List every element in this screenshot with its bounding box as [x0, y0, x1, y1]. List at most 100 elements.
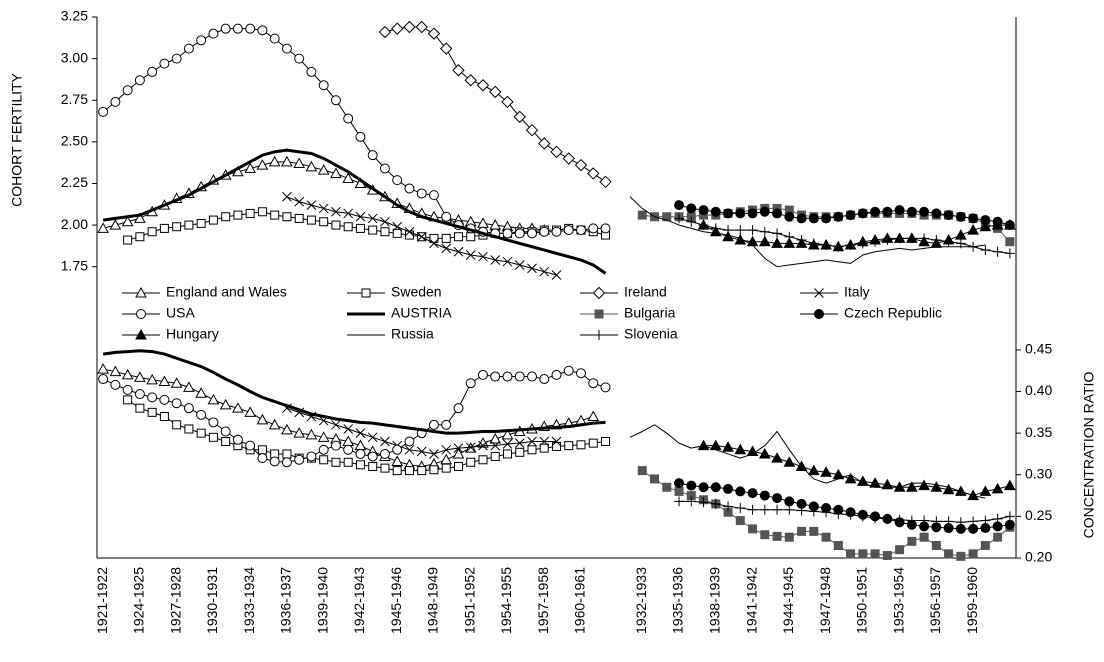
data-point: [331, 457, 341, 467]
data-point: [955, 238, 966, 249]
data-point: [343, 113, 354, 124]
series-line: [127, 399, 606, 472]
data-point: [967, 224, 979, 235]
data-point: [453, 246, 464, 257]
data-point: [390, 22, 404, 35]
data-point: [551, 436, 562, 447]
legend-label: USA: [166, 305, 195, 321]
data-point: [588, 378, 599, 389]
data-point: [525, 123, 539, 137]
data-point: [710, 223, 721, 234]
data-point: [331, 419, 341, 430]
data-point: [968, 549, 978, 559]
data-point: [256, 413, 269, 425]
data-point: [232, 402, 244, 413]
data-point: [478, 455, 488, 465]
data-point: [269, 456, 280, 467]
data-point: [784, 504, 795, 515]
y-tick-label: 1.75: [61, 257, 88, 273]
data-point: [821, 507, 832, 518]
data-point: [698, 497, 709, 508]
data-point: [906, 515, 917, 526]
data-point: [919, 515, 930, 526]
data-point: [783, 456, 796, 467]
data-point: [674, 496, 685, 507]
x-tick-label: 1948-1949: [425, 567, 441, 634]
data-point: [343, 222, 353, 232]
data-point: [282, 212, 292, 222]
data-point: [281, 155, 293, 167]
series-line: [678, 482, 1010, 530]
data-point: [539, 436, 550, 447]
y-tick-label: 2.00: [61, 216, 88, 232]
x-tick-label: 1954-1955: [498, 567, 514, 634]
data-point: [159, 58, 170, 69]
data-point: [319, 217, 329, 227]
data-point: [783, 237, 796, 248]
data-point: [391, 455, 404, 466]
data-point: [772, 228, 783, 239]
data-point: [600, 223, 611, 234]
data-point: [441, 444, 452, 455]
data-point: [821, 213, 832, 224]
data-point: [195, 387, 208, 398]
data-point: [1005, 237, 1015, 247]
data-point: [698, 205, 709, 216]
data-point: [833, 241, 844, 252]
data-point: [931, 516, 942, 527]
data-point: [257, 445, 267, 455]
legend-marker: [814, 288, 824, 298]
data-point: [171, 53, 182, 64]
data-point: [466, 232, 476, 242]
data-point: [906, 206, 917, 217]
data-point: [367, 213, 378, 224]
x-tick-label: 1947-1948: [817, 567, 833, 634]
data-point: [453, 461, 463, 471]
data-point: [894, 233, 905, 244]
data-point: [98, 106, 109, 117]
data-point: [220, 426, 231, 437]
data-point: [735, 225, 746, 236]
data-point: [942, 483, 955, 495]
legend-label: Slovenia: [624, 326, 678, 342]
data-point: [146, 373, 158, 385]
data-point: [110, 96, 121, 107]
legend-marker: [594, 330, 604, 340]
data-point: [281, 457, 292, 468]
data-point: [821, 532, 831, 542]
data-point: [453, 403, 464, 414]
data-point: [870, 513, 881, 524]
data-point: [244, 162, 257, 173]
data-point: [564, 441, 574, 451]
series-line: [629, 196, 986, 268]
data-point: [747, 488, 758, 499]
data-point: [392, 228, 402, 238]
data-point: [943, 236, 954, 247]
data-point: [686, 480, 697, 491]
data-point: [221, 212, 231, 222]
data-point: [355, 223, 365, 233]
legend-label: Russia: [391, 326, 434, 342]
data-point: [196, 35, 207, 46]
data-point: [342, 172, 355, 183]
y2-tick-label: 0.30: [1025, 465, 1052, 481]
series-line: [678, 204, 1011, 226]
y-tick-label: 2.25: [61, 174, 88, 190]
y-tick-label: 2.75: [61, 91, 88, 107]
data-point: [465, 250, 476, 260]
data-point: [784, 211, 795, 222]
data-point: [550, 145, 563, 159]
data-point: [882, 235, 893, 246]
data-point: [723, 208, 734, 219]
data-point: [588, 438, 598, 448]
data-point: [219, 398, 232, 410]
data-point: [97, 222, 109, 233]
data-point: [208, 432, 218, 442]
data-point: [367, 150, 378, 161]
data-point: [147, 407, 157, 417]
data-point: [808, 213, 819, 224]
data-point: [121, 368, 134, 380]
data-point: [245, 23, 256, 34]
data-point: [576, 440, 586, 450]
data-point: [797, 526, 807, 536]
